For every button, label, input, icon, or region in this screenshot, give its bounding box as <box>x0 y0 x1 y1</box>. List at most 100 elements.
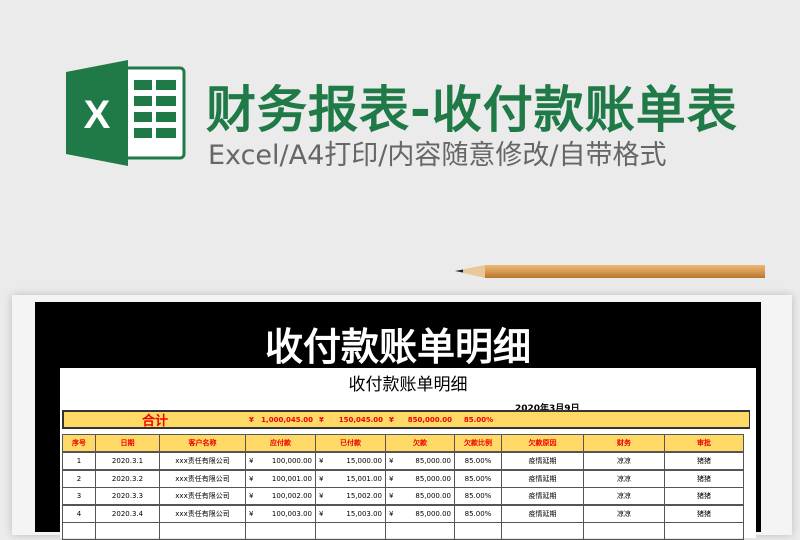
cell-ratio[interactable]: 85.00% <box>454 504 502 523</box>
currency: ¥ <box>389 492 394 500</box>
cell-ratio[interactable]: 85.00% <box>454 469 502 488</box>
cell-no[interactable] <box>62 522 96 540</box>
cell-payable[interactable]: ¥100,003.00 <box>245 504 316 523</box>
report-date: 2020年3月9日 <box>515 404 580 414</box>
cell-client[interactable]: xxx责任有限公司 <box>159 469 246 488</box>
table-row[interactable]: 2 2020.3.2 xxx责任有限公司 ¥100,001.00 ¥15,001.00 ¥… <box>62 469 744 488</box>
totals-label: 合计 <box>64 412 247 429</box>
currency: ¥ <box>389 509 394 518</box>
cell-approve[interactable] <box>664 522 744 540</box>
column-header[interactable]: 已付款 <box>315 434 386 452</box>
cell-date[interactable]: 2020.3.4 <box>95 504 160 523</box>
cell-client[interactable]: xxx责任有限公司 <box>159 487 246 505</box>
totals-row: 合计 ¥1,000,045.00 ¥150,045.00 ¥850,000.00… <box>62 410 750 429</box>
amount: 15,000.00 <box>346 457 382 465</box>
cell-ratio[interactable]: 85.00% <box>454 487 502 505</box>
cell-reason[interactable]: 疫情延期 <box>501 504 584 523</box>
sheet-title: 收付款账单明细 <box>348 375 468 395</box>
cell-paid[interactable]: ¥15,001.00 <box>315 469 386 488</box>
cell-no[interactable]: 1 <box>62 452 96 470</box>
currency: ¥ <box>249 492 254 500</box>
cell-approve[interactable]: 猪猪 <box>664 452 744 470</box>
cell-client[interactable] <box>159 522 246 540</box>
column-header[interactable]: 欠款比例 <box>454 434 502 452</box>
cell-owed[interactable]: ¥85,000.00 <box>385 487 455 505</box>
column-header[interactable]: 客户名称 <box>159 434 246 452</box>
excel-logo-icon: X <box>66 60 186 166</box>
cell-no[interactable]: 4 <box>62 504 96 523</box>
table-row[interactable] <box>62 522 744 540</box>
cell-date[interactable]: 2020.3.3 <box>95 487 160 505</box>
currency: ¥ <box>319 509 324 518</box>
amount: 15,002.00 <box>346 492 382 500</box>
currency: ¥ <box>249 509 254 518</box>
column-header[interactable]: 日期 <box>95 434 160 452</box>
header-row: 序号 日期 客户名称 应付款 已付款 欠款 欠款比例 欠款原因 财务 审批 <box>62 434 744 452</box>
cell-finance[interactable]: 凉凉 <box>583 504 665 523</box>
currency: ¥ <box>389 457 394 465</box>
cell-reason[interactable]: 疫情延期 <box>501 487 584 505</box>
cell-approve[interactable]: 猪猪 <box>664 487 744 505</box>
cell-owed[interactable]: ¥85,000.00 <box>385 452 455 470</box>
currency: ¥ <box>389 474 394 483</box>
currency: ¥ <box>389 415 394 424</box>
pencil-icon <box>455 265 765 278</box>
cell-owed[interactable]: ¥85,000.00 <box>385 469 455 488</box>
logo-letter: X <box>84 93 111 137</box>
total-ratio: 85.00% <box>455 412 503 427</box>
cell-date[interactable] <box>95 522 160 540</box>
cell-paid[interactable]: ¥15,003.00 <box>315 504 386 523</box>
cell-payable[interactable] <box>245 522 316 540</box>
table-row[interactable]: 3 2020.3.3 xxx责任有限公司 ¥100,002.00 ¥15,002.00 ¥… <box>62 487 744 505</box>
column-header[interactable]: 欠款 <box>385 434 455 452</box>
currency: ¥ <box>319 457 324 465</box>
total-owed: 850,000.00 <box>407 415 452 424</box>
cell-payable[interactable]: ¥100,000.00 <box>245 452 316 470</box>
column-header[interactable]: 序号 <box>62 434 96 452</box>
cell-finance[interactable] <box>583 522 665 540</box>
cell-paid[interactable]: ¥15,002.00 <box>315 487 386 505</box>
cell-approve[interactable]: 猪猪 <box>664 469 744 488</box>
amount: 85,000.00 <box>415 509 451 518</box>
table-row[interactable]: 1 2020.3.1 xxx责任有限公司 ¥100,000.00 ¥15,000.00 ¥… <box>62 452 744 470</box>
amount: 85,000.00 <box>415 492 451 500</box>
column-header[interactable]: 应付款 <box>245 434 316 452</box>
amount: 85,000.00 <box>415 474 451 483</box>
column-header[interactable]: 欠款原因 <box>501 434 584 452</box>
cell-date[interactable]: 2020.3.1 <box>95 452 160 470</box>
cell-reason[interactable]: 疫情延期 <box>501 452 584 470</box>
cell-client[interactable]: xxx责任有限公司 <box>159 504 246 523</box>
column-header[interactable]: 审批 <box>664 434 744 452</box>
cell-no[interactable]: 2 <box>62 469 96 488</box>
column-header[interactable]: 财务 <box>583 434 665 452</box>
cell-owed[interactable] <box>385 522 455 540</box>
cell-payable[interactable]: ¥100,001.00 <box>245 469 316 488</box>
cell-reason[interactable]: 疫情延期 <box>501 469 584 488</box>
cell-ratio[interactable]: 85.00% <box>454 452 502 470</box>
cell-finance[interactable]: 凉凉 <box>583 487 665 505</box>
amount: 100,000.00 <box>271 457 312 465</box>
cell-paid[interactable]: ¥15,000.00 <box>315 452 386 470</box>
amount: 85,000.00 <box>415 457 451 465</box>
total-paid: 150,045.00 <box>338 415 383 424</box>
cell-date[interactable]: 2020.3.2 <box>95 469 160 488</box>
cell-finance[interactable]: 凉凉 <box>583 452 665 470</box>
amount: 100,002.00 <box>271 492 312 500</box>
total-payable: 1,000,045.00 <box>261 415 313 424</box>
cell-no[interactable]: 3 <box>62 487 96 505</box>
cell-payable[interactable]: ¥100,002.00 <box>245 487 316 505</box>
cell-client[interactable]: xxx责任有限公司 <box>159 452 246 470</box>
currency: ¥ <box>249 457 254 465</box>
cell-reason[interactable] <box>501 522 584 540</box>
frame-title: 收付款账单明细 <box>264 325 531 369</box>
currency: ¥ <box>319 492 324 500</box>
table-row[interactable]: 4 2020.3.4 xxx责任有限公司 ¥100,003.00 ¥15,003.00 ¥… <box>62 504 744 523</box>
cell-approve[interactable]: 猪猪 <box>664 504 744 523</box>
cell-paid[interactable] <box>315 522 386 540</box>
cell-owed[interactable]: ¥85,000.00 <box>385 504 455 523</box>
spreadsheet: 收付款账单明细 2020年3月9日 合计 ¥1,000,045.00 ¥150,… <box>60 368 756 540</box>
amount: 15,001.00 <box>346 474 382 483</box>
cell-finance[interactable]: 凉凉 <box>583 469 665 488</box>
banner-title: 财务报表-收付款账单表 <box>206 81 738 139</box>
cell-ratio[interactable] <box>454 522 502 540</box>
